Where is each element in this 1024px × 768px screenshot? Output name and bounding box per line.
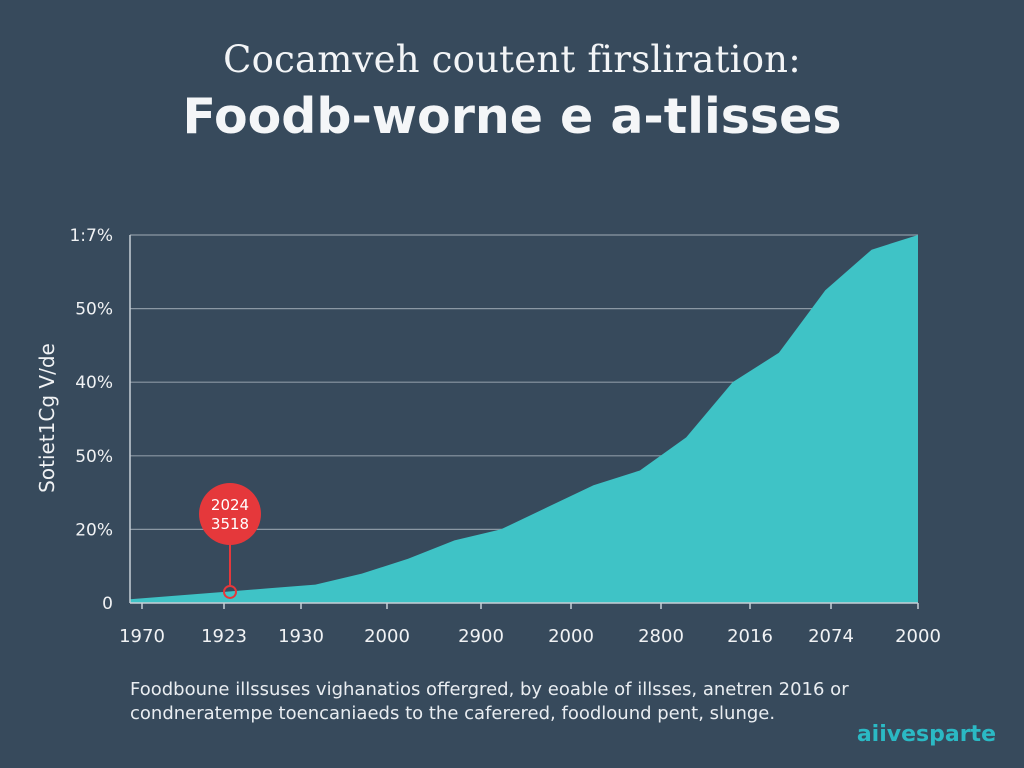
y-axis-label: Sotiet1Cg V/de <box>35 343 59 493</box>
caption-line-2: condneratempe toencaniaeds to the cafere… <box>130 703 776 724</box>
x-tick-label: 2000 <box>548 626 594 647</box>
x-tick-label: 2000 <box>895 626 941 647</box>
chart-caption: Foodboune illssuses vighanatios offergre… <box>130 678 870 726</box>
x-tick-label: 1923 <box>201 626 247 647</box>
x-tick-label: 2016 <box>727 626 773 647</box>
annotation-marker <box>223 584 237 599</box>
x-tick-label: 2800 <box>638 626 684 647</box>
x-tick-label: 2900 <box>458 626 504 647</box>
brand-logo: aiivesparte <box>856 722 996 747</box>
x-tick-label: 2000 <box>364 626 410 647</box>
x-tick-label: 1970 <box>119 626 165 647</box>
annotation-label-line1: 2024 <box>211 496 249 514</box>
x-tick-label: 2074 <box>808 626 854 647</box>
y-tick-label: 1:7% <box>69 226 113 246</box>
x-tick-label: 1930 <box>278 626 324 647</box>
y-tick-label: 40% <box>75 373 113 393</box>
chart-title-line2: Foodb-worne e a-tlisses <box>182 88 842 145</box>
y-tick-label: 20% <box>75 520 113 540</box>
y-tick-label: 50% <box>75 447 113 467</box>
area-series <box>130 235 918 603</box>
y-tick-label: 0 <box>102 594 113 614</box>
chart-title-line1: Cocamveh coutent firsliration: <box>223 38 801 81</box>
annotation-bubble <box>199 483 261 545</box>
caption-line-1: Foodboune illssuses vighanatios offergre… <box>130 679 849 700</box>
y-tick-label: 50% <box>75 300 113 320</box>
annotation-label-line2: 3518 <box>211 515 249 533</box>
